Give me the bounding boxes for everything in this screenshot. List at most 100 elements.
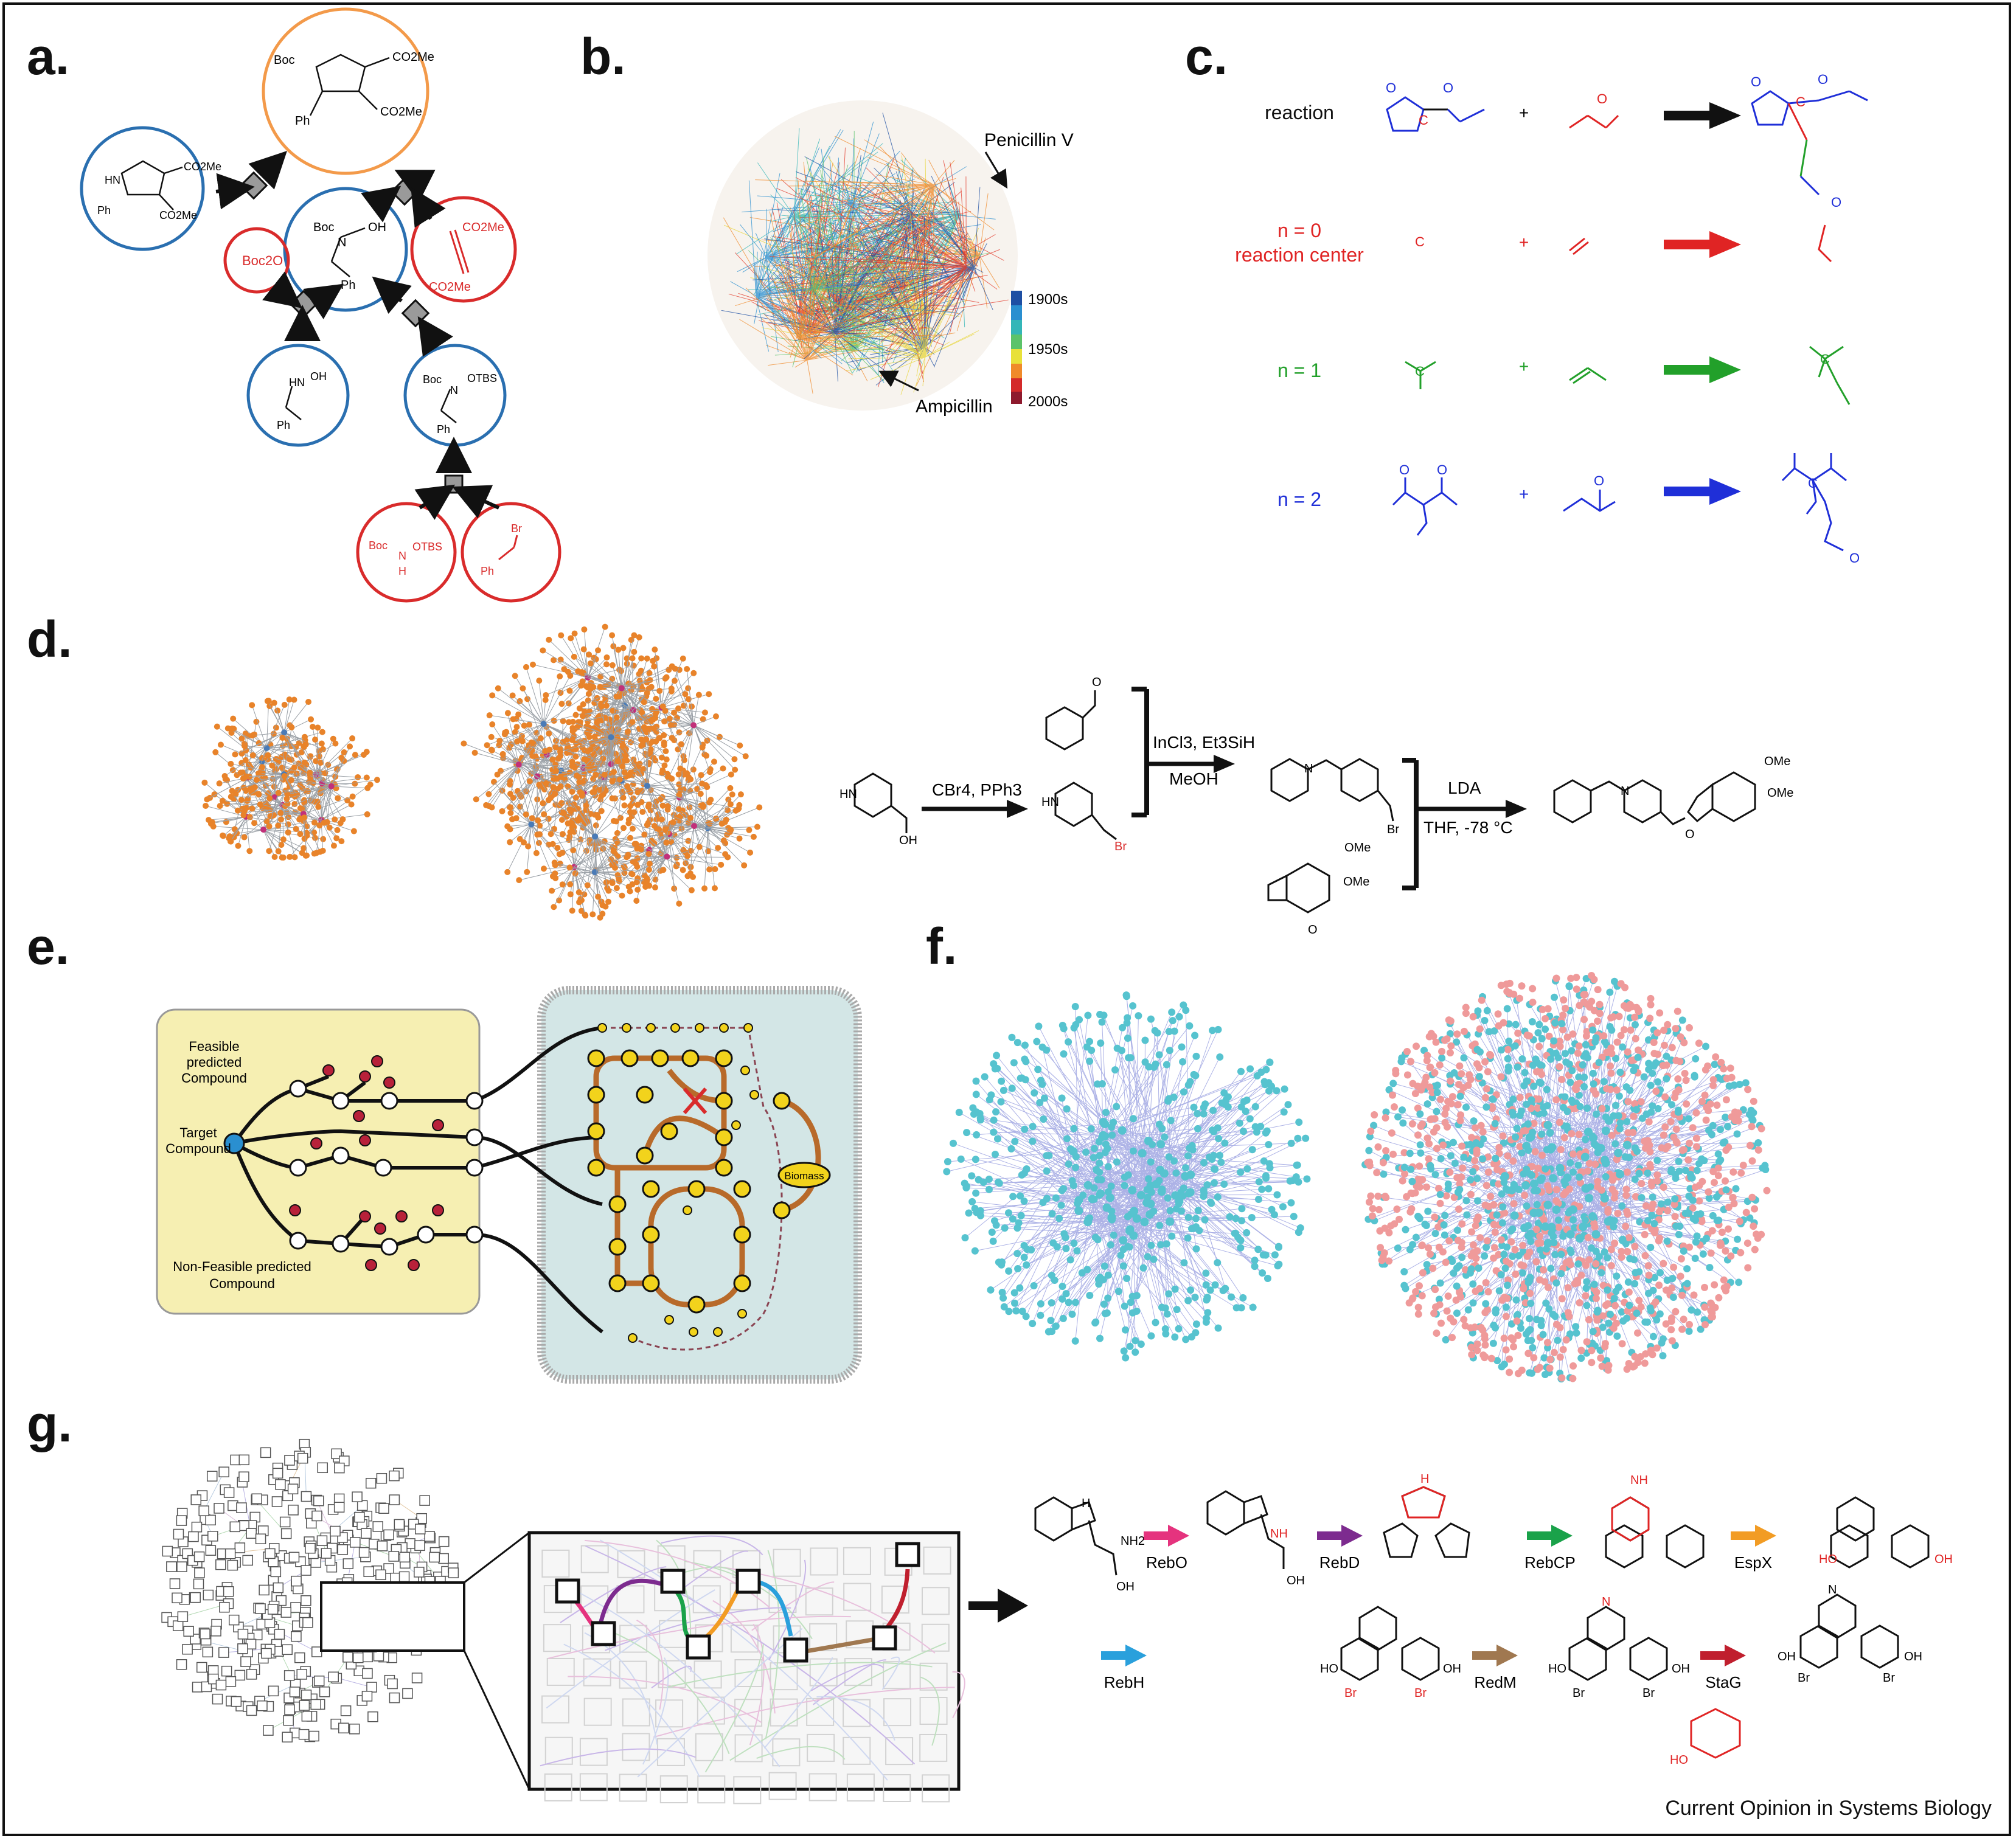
atom-label: O xyxy=(1399,462,1409,477)
reaction-network-expanded xyxy=(1361,972,1771,1383)
atom-label: CO2Me xyxy=(184,161,221,173)
atom-label: OH xyxy=(1443,1662,1461,1676)
atom-label: OH xyxy=(1672,1662,1690,1676)
atom-label: OMe xyxy=(1343,875,1369,889)
metabolite-nodes xyxy=(587,1023,791,1343)
atom-label: N xyxy=(1304,762,1313,775)
atom-label: OH xyxy=(1904,1650,1922,1663)
starting-material-circle xyxy=(223,227,290,294)
atom-label: OMe xyxy=(1344,841,1371,855)
atom-label: HN xyxy=(839,788,857,801)
atom-label: Br xyxy=(1642,1687,1655,1700)
enzyme-arrows xyxy=(1101,1525,1776,1666)
atom-label: C xyxy=(1415,234,1425,249)
atom-label: H xyxy=(1420,1472,1429,1486)
tree-branch xyxy=(484,664,604,762)
atom-label: NH xyxy=(1630,1474,1648,1487)
reagent-label: InCl3, Et3SiH xyxy=(1153,733,1255,752)
reaction-row-structures xyxy=(1386,90,1868,196)
row-sublabel: reaction center xyxy=(1235,244,1364,266)
n1-structures xyxy=(1405,345,1851,405)
panel-label-d: d. xyxy=(27,611,72,668)
enzyme-label: RebO xyxy=(1146,1553,1187,1572)
intermediate-compound-circle xyxy=(80,126,205,251)
row-label: n = 2 xyxy=(1277,488,1321,510)
tree-branch xyxy=(275,737,380,829)
annotation-target: Compound xyxy=(165,1141,231,1156)
atom-label: Boc xyxy=(313,221,334,234)
zoom-line xyxy=(463,1650,530,1790)
citation-hub xyxy=(755,136,995,332)
panel-c: c. reaction n = 0 reaction center n = 1 … xyxy=(1185,28,1868,566)
atom-label: Ph xyxy=(341,279,355,292)
benzylhydroxylamine-structure xyxy=(285,386,302,420)
biomass-label: Biomass xyxy=(784,1170,824,1182)
atom-label: OH xyxy=(1778,1650,1796,1663)
atom-label: HN xyxy=(289,376,305,389)
target-compound-circle xyxy=(262,7,429,175)
reagent-label: CBr4, PPh3 xyxy=(932,780,1022,799)
atom-label: CO2Me xyxy=(462,221,504,234)
atom-label: OTBS xyxy=(412,541,442,553)
tree-branch xyxy=(232,696,326,788)
imide-ring xyxy=(1611,1496,1650,1542)
atom-label: NH2 xyxy=(1121,1534,1145,1548)
benzyl-bromide-structure xyxy=(498,535,518,561)
atom-label: C xyxy=(1796,94,1806,109)
enzyme-label: RebD xyxy=(1319,1553,1360,1572)
atom-label: Boc xyxy=(423,373,442,386)
atom-label: N xyxy=(338,236,346,249)
n0-structures xyxy=(1569,224,1832,263)
journal-footer: Current Opinion in Systems Biology xyxy=(1665,1797,1992,1820)
citation-network xyxy=(721,113,1009,395)
atom-label: OH xyxy=(1934,1553,1953,1566)
atom-label: Boc2O xyxy=(242,253,283,268)
retrosynthesis-arrows xyxy=(215,151,500,520)
dashed-pathway xyxy=(602,1027,783,1351)
retrosynthesis-tree-large xyxy=(461,623,763,921)
annotation-nonfeasible: Non-Feasible predicted xyxy=(173,1259,311,1274)
atom-label: O xyxy=(1818,72,1828,87)
panel-label-c: c. xyxy=(1185,28,1228,85)
enzyme-step-rebcp xyxy=(1527,1525,1573,1547)
atom-label: OTBS xyxy=(467,372,497,384)
colorbar-tick: 2000s xyxy=(1028,394,1068,410)
panel-label-b: b. xyxy=(580,28,626,85)
network-nodes xyxy=(1361,972,1771,1383)
plus-sign: + xyxy=(1519,485,1529,504)
starting-material-circle xyxy=(461,502,561,603)
atom-label: Br xyxy=(1414,1687,1427,1700)
annotation-target: Target xyxy=(179,1125,217,1140)
prediction-tree-nodes xyxy=(223,1055,484,1271)
atom-label: Ph xyxy=(481,565,494,577)
enzyme-label: EspX xyxy=(1734,1553,1772,1572)
atom-label: Br xyxy=(1573,1687,1585,1700)
atom-label: CO2Me xyxy=(159,209,197,221)
citation-hub xyxy=(745,162,980,376)
zoom-line xyxy=(464,1531,530,1584)
atom-label: O xyxy=(1831,195,1841,210)
atom-label: N xyxy=(398,550,406,562)
panel-f: f. xyxy=(926,918,1771,1383)
colorbar xyxy=(1011,291,1022,404)
atom-label: O xyxy=(1849,550,1860,566)
reaction-network-known xyxy=(943,991,1311,1362)
atom-label: OH xyxy=(368,221,386,234)
biosynthesis-compounds xyxy=(1034,1486,1930,1681)
atom-label: Boc xyxy=(274,54,294,67)
atom-label: N xyxy=(1828,1583,1837,1597)
atom-label: O xyxy=(1443,80,1453,95)
annotation-arrow xyxy=(878,370,919,392)
plus-sign: + xyxy=(1519,233,1529,252)
atom-label: H xyxy=(398,565,406,577)
atom-label: OMe xyxy=(1767,786,1793,800)
atom-label: Br xyxy=(1387,823,1399,836)
enzyme-label: RebH xyxy=(1104,1673,1144,1691)
reagent-label: LDA xyxy=(1448,778,1481,797)
atom-label: H xyxy=(1082,1497,1090,1510)
enzyme-step-rebd xyxy=(1317,1525,1363,1547)
atom-label: N xyxy=(1621,785,1629,798)
panel-label-f: f. xyxy=(926,918,957,975)
